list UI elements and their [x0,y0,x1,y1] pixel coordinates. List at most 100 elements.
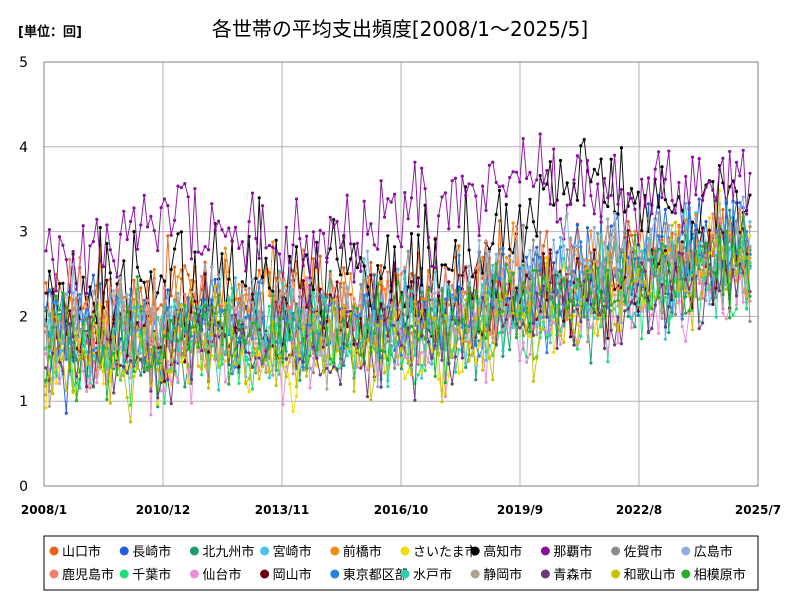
data-point [217,273,221,277]
data-point [189,290,194,294]
data-point [254,319,258,323]
data-point [257,268,261,272]
data-point [152,297,156,301]
data-point [135,321,139,325]
data-point [494,342,498,346]
data-point [626,307,630,311]
data-point [416,338,420,342]
data-point [416,359,420,363]
data-point [105,349,109,353]
data-point [227,382,231,386]
data-point [728,279,732,284]
data-point [352,338,356,342]
data-point [257,280,261,285]
data-point [406,298,410,302]
data-point [460,369,464,374]
data-point [301,368,305,372]
data-point [233,306,238,310]
data-point [47,372,52,376]
data-point [365,317,370,321]
data-point [487,249,491,253]
data-point [704,241,708,245]
data-point [152,229,156,233]
data-point [386,320,390,325]
data-point [670,241,674,245]
data-point [169,233,173,237]
data-point [247,298,251,302]
data-point [694,249,698,253]
data-point [125,330,129,334]
data-point [602,176,607,181]
data-point [325,354,329,358]
data-point [325,387,329,391]
data-point [646,242,651,246]
data-point [602,200,607,204]
data-point [399,296,403,300]
data-point [525,176,529,181]
data-point [301,336,305,341]
data-point [389,298,393,302]
data-point [261,291,265,296]
data-point [528,248,532,252]
legend-marker [611,569,621,579]
data-point [115,296,119,300]
data-point [518,204,522,208]
data-point [403,274,407,279]
data-point [332,286,336,290]
data-point [135,366,139,370]
data-point [457,313,461,317]
data-point [633,233,637,237]
data-point [592,167,596,171]
data-point [677,301,681,305]
data-point [173,360,177,364]
data-point [565,274,569,278]
data-point [250,317,255,322]
data-point [129,293,133,297]
data-point [244,269,248,273]
data-point [474,342,478,346]
data-point [308,354,312,358]
data-point [152,267,156,272]
data-point [619,269,624,273]
data-point [518,312,522,316]
data-point [386,384,390,389]
data-point [393,263,397,267]
data-point [592,248,596,252]
data-point [247,340,251,344]
data-point [203,322,207,326]
data-point [477,299,481,303]
data-point [538,255,542,259]
data-point [528,291,532,295]
data-point [491,306,495,310]
data-point [166,337,170,341]
data-point [301,327,305,331]
data-point [396,327,400,332]
data-point [633,325,637,329]
data-point [85,300,89,304]
data-point [112,289,116,293]
data-point [717,260,722,264]
data-point [650,255,654,259]
data-point [169,294,173,298]
data-point [200,373,204,377]
data-point [118,376,123,380]
data-point [152,332,156,336]
legend-label: 宮崎市 [273,544,312,560]
data-point [379,319,383,323]
data-point [254,346,258,350]
data-point [474,194,478,198]
data-point [663,221,668,226]
data-point [511,311,515,315]
data-point [687,278,691,283]
data-point [552,315,556,319]
data-point [650,313,654,317]
x-tick-label: 2019/9 [497,503,543,517]
data-point [707,291,712,295]
legend-marker [189,569,199,579]
data-point [267,344,271,348]
x-tick-label: 2010/12 [136,503,190,517]
data-point [474,312,478,316]
data-point [599,233,603,237]
data-point [223,353,227,357]
data-point [477,308,481,312]
